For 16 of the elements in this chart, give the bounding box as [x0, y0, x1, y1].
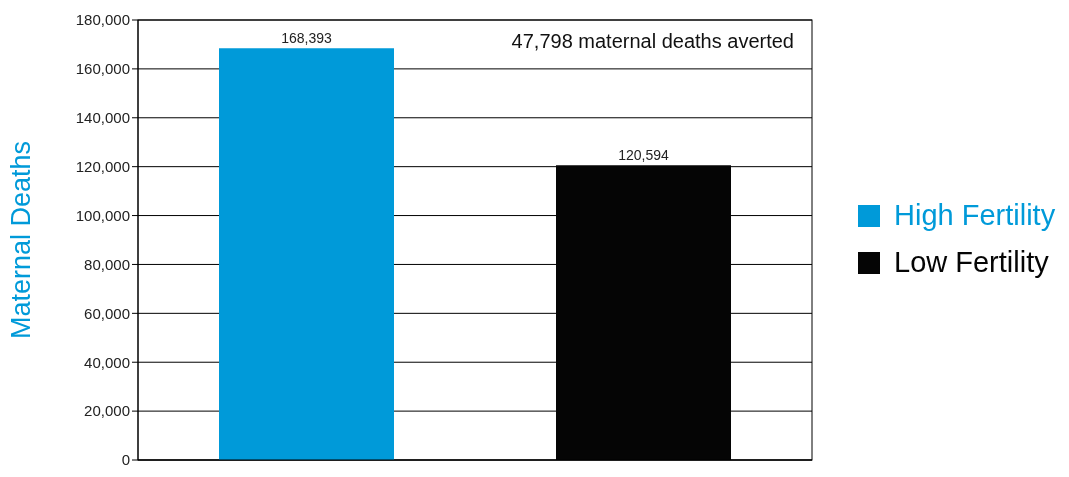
y-axis-title: Maternal Deaths [5, 140, 36, 340]
y-tick-label: 180,000 [75, 11, 130, 29]
y-tick-label: 20,000 [84, 402, 130, 420]
data-label: 120,594 [618, 147, 670, 164]
legend-label: High Fertility [894, 199, 1056, 232]
y-tick-label: 0 [121, 451, 130, 469]
y-tick-label: 80,000 [84, 255, 130, 273]
y-tick-label: 40,000 [84, 353, 130, 371]
y-tick-label: 100,000 [75, 206, 130, 224]
data-label: 168,393 [281, 30, 333, 47]
y-tick-label: 160,000 [75, 60, 130, 78]
annotation: 47,798 maternal deaths averted [507, 30, 798, 53]
y-tick-label: 60,000 [84, 304, 130, 322]
y-tick-label: 140,000 [75, 109, 130, 127]
y-tick-label: 120,000 [75, 157, 130, 175]
legend-label: Low Fertility [894, 246, 1049, 279]
